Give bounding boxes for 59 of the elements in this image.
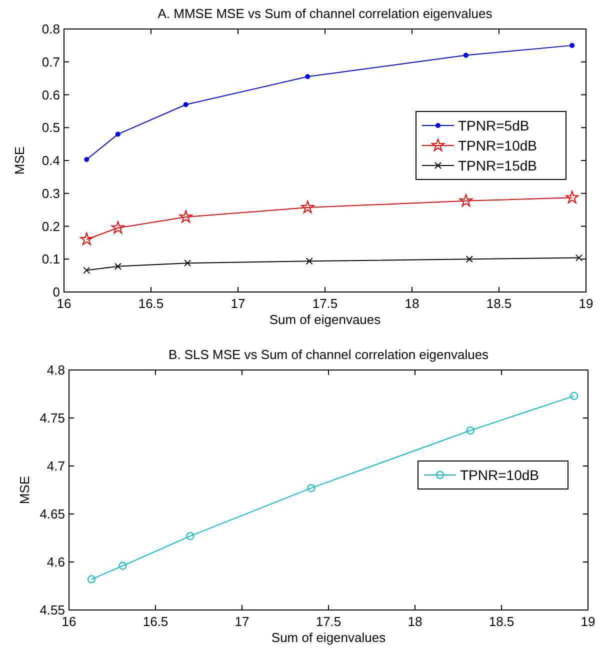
point	[570, 42, 575, 48]
x-tick-label: 16.5	[138, 296, 164, 311]
point	[84, 157, 90, 162]
legend-label: TPNR=10dB	[458, 138, 537, 154]
y-tick-label: 0.8	[42, 22, 60, 36]
x-tick-label: 17	[230, 296, 246, 311]
point	[459, 194, 472, 207]
x-tick-label: 19	[578, 296, 594, 311]
point	[118, 562, 127, 570]
point	[305, 74, 310, 80]
legend-label: TPNR=15dB	[458, 158, 537, 174]
x-tick-label: 19	[580, 614, 596, 629]
point	[566, 190, 579, 204]
point	[179, 210, 192, 223]
y-tick-label: 0.6	[42, 87, 60, 102]
y-tick-label: 4.75	[40, 410, 65, 426]
point	[570, 392, 578, 400]
y-tick-label: 0.5	[42, 120, 60, 136]
point	[115, 132, 120, 137]
y-tick-label: 4.6	[46, 554, 65, 570]
x-tick-label: 18	[404, 296, 420, 311]
y-tick-label: 0.2	[42, 218, 60, 234]
point	[307, 484, 316, 492]
chart-title: B. SLS MSE vs Sum of channel correlation eigenvalues	[168, 347, 490, 362]
point	[83, 266, 90, 274]
y-tick-label: 0.4	[42, 153, 60, 168]
point	[183, 102, 188, 108]
point	[466, 426, 474, 434]
point	[114, 262, 122, 270]
x-tick-label: 18	[408, 614, 422, 629]
x-tick-label: 16.5	[142, 614, 168, 629]
y-tick-label: 4.8	[46, 362, 65, 378]
point	[466, 256, 473, 263]
x-tick-label: 17.5	[316, 614, 342, 629]
x-tick-label: 18.5	[486, 296, 512, 311]
y-tick-label: 0.1	[42, 252, 60, 267]
x-tick-label: 17.5	[312, 296, 338, 311]
x-axis-title: Sum of eigenvalues	[271, 630, 386, 645]
point	[306, 258, 313, 265]
x-axis-title: Sum of eigenvaues	[269, 312, 382, 327]
point	[463, 52, 468, 58]
y-axis-title: MSE	[12, 146, 27, 175]
point	[80, 232, 94, 246]
y-axis-title: MSE	[17, 476, 32, 504]
point	[87, 575, 96, 584]
legend-label: TPNR=10dB	[460, 467, 539, 483]
x-tick-label: 18.5	[488, 614, 514, 629]
y-tick-label: 0.7	[42, 54, 60, 70]
y-tick-label: 4.65	[40, 506, 65, 522]
y-tick-label: 4.7	[46, 458, 65, 474]
point	[186, 532, 194, 540]
y-tick-label: 0.3	[42, 186, 60, 201]
chart-title: A. MMSE MSE vs Sum of channel correlation eigenvalues	[158, 6, 493, 21]
point	[576, 254, 583, 262]
x-tick-label: 17	[234, 614, 250, 629]
point	[301, 200, 314, 214]
point	[184, 260, 192, 267]
legend-label: TPNR=5dB	[458, 118, 530, 134]
point	[111, 221, 124, 234]
